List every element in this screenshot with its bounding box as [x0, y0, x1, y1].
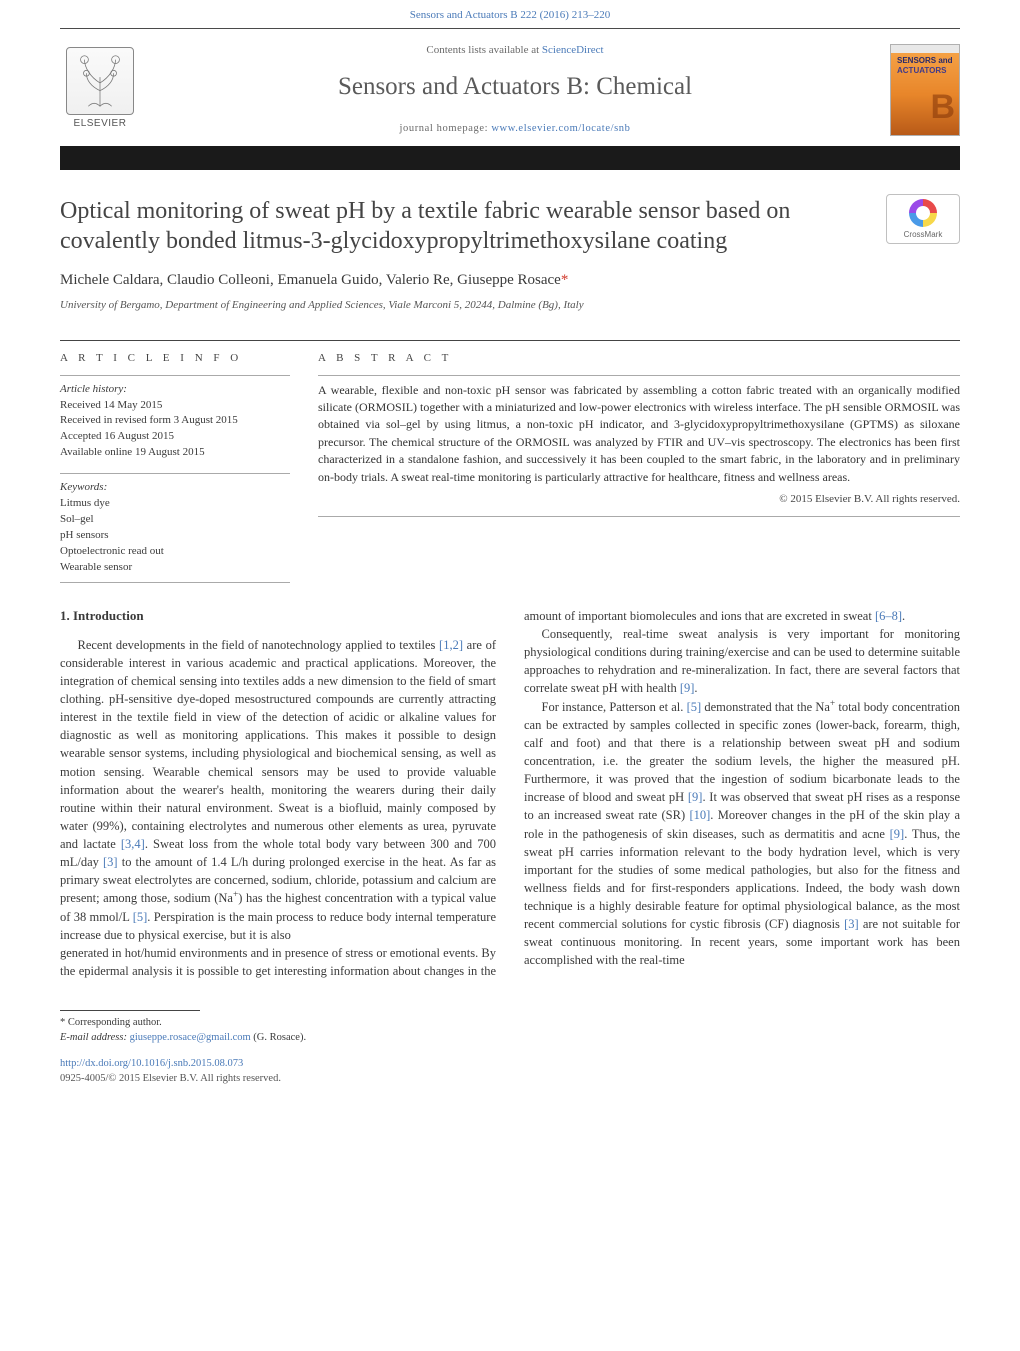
journal-cover-thumbnail: SENSORS and ACTUATORS B	[890, 44, 960, 136]
citation-link[interactable]: [3]	[844, 917, 859, 931]
citation-link[interactable]: [1,2]	[439, 638, 463, 652]
citation-link[interactable]: [3,4]	[121, 837, 145, 851]
citation-link[interactable]: [10]	[689, 808, 710, 822]
email-label: E-mail address:	[60, 1032, 130, 1043]
citation-link[interactable]: [9]	[680, 681, 695, 695]
abstract-copyright: © 2015 Elsevier B.V. All rights reserved…	[318, 492, 960, 508]
email-link[interactable]: giuseppe.rosace@gmail.com	[130, 1032, 251, 1043]
article-body: 1. Introduction Recent developments in t…	[0, 583, 1020, 990]
keywords-block: Keywords: Litmus dye Sol–gel pH sensors …	[60, 473, 290, 583]
footer-block: * Corresponding author. E-mail address: …	[0, 990, 1020, 1106]
citation-link[interactable]: [9]	[688, 790, 703, 804]
issn-line: 0925-4005/© 2015 Elsevier B.V. All right…	[60, 1071, 960, 1086]
history-online: Available online 19 August 2015	[60, 445, 290, 461]
history-label: Article history:	[60, 383, 127, 395]
keywords-label: Keywords:	[60, 481, 107, 493]
history-received: Received 14 May 2015	[60, 398, 290, 414]
crossmark-row: CrossMark	[0, 170, 1020, 244]
contents-line: Contents lists available at ScienceDirec…	[140, 43, 890, 59]
author-list: Michele Caldara, Claudio Colleoni, Emanu…	[60, 270, 870, 292]
article-info-column: a r t i c l e i n f o Article history: R…	[60, 351, 290, 583]
abstract-rule	[318, 375, 960, 376]
body-paragraph: Recent developments in the field of nano…	[60, 636, 496, 944]
crossmark-badge[interactable]: CrossMark	[886, 194, 960, 244]
abstract-column: a b s t r a c t A wearable, flexible and…	[318, 351, 960, 583]
email-suffix: (G. Rosace).	[251, 1032, 306, 1043]
crossmark-icon	[909, 199, 937, 227]
journal-block: Contents lists available at ScienceDirec…	[140, 43, 890, 136]
elsevier-brand-text: ELSEVIER	[60, 117, 140, 132]
masthead-dark-bar	[60, 146, 960, 170]
keyword-item: Sol–gel	[60, 512, 290, 528]
corresponding-author-mark: *	[561, 272, 569, 288]
abstract-heading: a b s t r a c t	[318, 351, 960, 367]
crossmark-label: CrossMark	[904, 230, 943, 239]
authors-text: Michele Caldara, Claudio Colleoni, Emanu…	[60, 272, 561, 288]
meta-row: a r t i c l e i n f o Article history: R…	[0, 341, 1020, 583]
running-header-citation: Sensors and Actuators B 222 (2016) 213–2…	[0, 0, 1020, 28]
abstract-text: A wearable, flexible and non-toxic pH se…	[318, 382, 960, 486]
masthead: ELSEVIER Contents lists available at Sci…	[0, 29, 1020, 146]
keyword-item: Litmus dye	[60, 496, 290, 512]
article-history: Article history: Received 14 May 2015 Re…	[60, 375, 290, 462]
cover-label-actuators: ACTUATORS	[897, 65, 946, 77]
history-revised: Received in revised form 3 August 2015	[60, 413, 290, 429]
abstract-bottom-rule	[318, 516, 960, 517]
keyword-item: Optoelectronic read out	[60, 544, 290, 560]
footnote-rule	[60, 1010, 200, 1011]
body-paragraph: For instance, Patterson et al. [5] demon…	[524, 698, 960, 970]
homepage-prefix: journal homepage:	[399, 123, 491, 134]
citation-link[interactable]: [3]	[103, 855, 118, 869]
citation-link[interactable]: [6–8]	[875, 609, 902, 623]
body-paragraph: Consequently, real-time sweat analysis i…	[524, 625, 960, 698]
citation-link[interactable]: [5]	[133, 910, 148, 924]
homepage-url-link[interactable]: www.elsevier.com/locate/snb	[491, 123, 630, 134]
section-1-heading: 1. Introduction	[60, 607, 496, 626]
affiliation: University of Bergamo, Department of Eng…	[60, 298, 870, 314]
keyword-item: pH sensors	[60, 528, 290, 544]
sciencedirect-link[interactable]: ScienceDirect	[542, 44, 604, 56]
cover-big-b: B	[930, 83, 955, 132]
corresponding-author-footnote: * Corresponding author.	[60, 1015, 960, 1030]
citation-link[interactable]: [5]	[687, 700, 702, 714]
email-line: E-mail address: giuseppe.rosace@gmail.co…	[60, 1030, 960, 1045]
contents-prefix: Contents lists available at	[426, 44, 541, 56]
elsevier-tree-icon	[66, 47, 134, 115]
article-info-heading: a r t i c l e i n f o	[60, 351, 290, 367]
running-header-link[interactable]: Sensors and Actuators B 222 (2016) 213–2…	[410, 9, 610, 21]
journal-title: Sensors and Actuators B: Chemical	[140, 69, 890, 105]
homepage-line: journal homepage: www.elsevier.com/locat…	[140, 121, 890, 136]
keyword-item: Wearable sensor	[60, 560, 290, 576]
history-accepted: Accepted 16 August 2015	[60, 429, 290, 445]
publisher-logo: ELSEVIER	[60, 47, 140, 132]
doi-link[interactable]: http://dx.doi.org/10.1016/j.snb.2015.08.…	[60, 1058, 243, 1069]
cover-top-strip	[891, 45, 959, 53]
citation-link[interactable]: [9]	[890, 827, 905, 841]
